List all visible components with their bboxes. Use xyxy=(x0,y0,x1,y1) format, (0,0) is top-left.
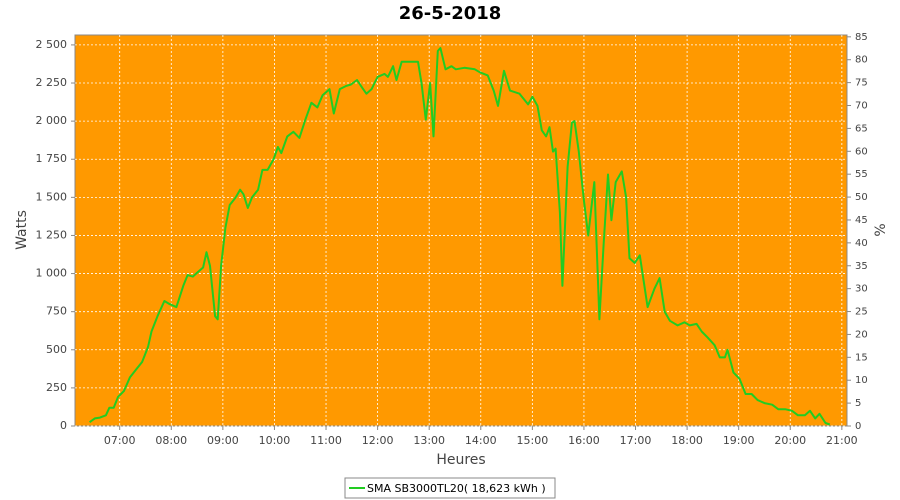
x-tick-label: 13:00 xyxy=(413,434,445,447)
y-tick-label: 1 000 xyxy=(36,267,68,280)
y2-tick-label: 60 xyxy=(855,146,868,157)
y2-tick-label: 55 xyxy=(855,169,868,180)
y2-tick-label: 65 xyxy=(855,123,868,134)
y-tick-label: 2 000 xyxy=(36,114,68,127)
y2-axis-title: % xyxy=(873,223,889,236)
x-tick-label: 20:00 xyxy=(774,434,806,447)
y2-tick-label: 70 xyxy=(855,101,868,112)
x-tick-label: 07:00 xyxy=(104,434,136,447)
x-tick-label: 17:00 xyxy=(620,434,652,447)
y2-tick-label: 5 xyxy=(855,398,861,409)
y2-tick-label: 45 xyxy=(855,215,868,226)
x-tick-label: 15:00 xyxy=(517,434,549,447)
plot-area xyxy=(74,34,848,427)
x-tick-label: 16:00 xyxy=(568,434,600,447)
x-tick-label: 18:00 xyxy=(671,434,703,447)
y2-tick-label: 15 xyxy=(855,352,868,363)
y-tick-label: 500 xyxy=(46,343,67,356)
x-tick-label: 11:00 xyxy=(310,434,342,447)
x-tick-label: 10:00 xyxy=(259,434,291,447)
y2-tick-label: 20 xyxy=(855,329,868,340)
legend xyxy=(344,477,556,499)
x-tick-label: 09:00 xyxy=(207,434,239,447)
y2-tick-label: 50 xyxy=(855,192,868,203)
y2-tick-label: 80 xyxy=(855,55,868,66)
chart-title: 26-5-2018 xyxy=(399,3,502,24)
y2-tick-label: 85 xyxy=(855,32,868,43)
y-axis-title: Watts xyxy=(14,210,30,250)
x-tick-label: 14:00 xyxy=(465,434,497,447)
y-tick-label: 250 xyxy=(46,381,67,394)
series-line xyxy=(89,47,831,426)
y-tick-label: 0 xyxy=(60,419,67,432)
y2-tick-label: 35 xyxy=(855,261,868,272)
x-axis-title: Heures xyxy=(436,452,485,468)
legend-label: SMA SB3000TL20( 18,623 kWh ) xyxy=(367,482,546,495)
y2-tick-label: 25 xyxy=(855,307,868,318)
y2-tick-label: 40 xyxy=(855,238,868,249)
y2-tick-label: 0 xyxy=(855,421,861,432)
y2-tick-label: 10 xyxy=(855,375,868,386)
y-tick-label: 2 250 xyxy=(36,76,68,89)
y2-tick-label: 30 xyxy=(855,284,868,295)
x-tick-label: 21:00 xyxy=(826,434,858,447)
y-tick-label: 2 500 xyxy=(36,38,68,51)
x-tick-label: 19:00 xyxy=(723,434,755,447)
y-tick-label: 1 500 xyxy=(36,190,68,203)
y-tick-label: 1 750 xyxy=(36,152,68,165)
y-tick-label: 1 250 xyxy=(36,228,68,241)
x-tick-label: 08:00 xyxy=(155,434,187,447)
y-tick-label: 750 xyxy=(46,305,67,318)
x-tick-label: 12:00 xyxy=(362,434,394,447)
y2-tick-label: 75 xyxy=(855,78,868,89)
